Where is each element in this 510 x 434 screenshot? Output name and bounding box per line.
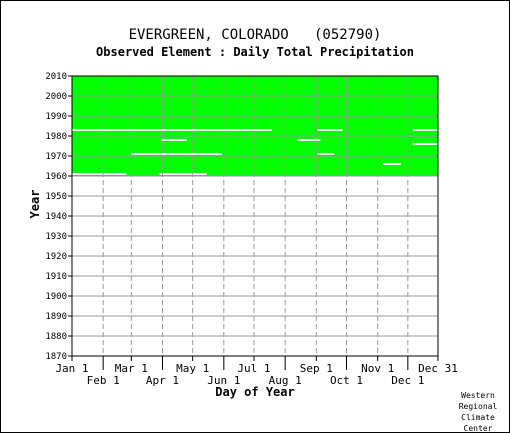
y-tick-label: 1920 [45,252,67,262]
chart-subtitle: Observed Element : Daily Total Precipita… [96,45,414,59]
y-tick-label: 2010 [45,72,67,82]
y-tick-label: 1970 [45,152,67,162]
x-tick-label: Jan 1 [55,362,88,375]
missing-segment [161,139,187,141]
y-tick-label: 1880 [45,332,67,342]
y-tick-label: 1950 [45,192,67,202]
missing-segment [159,173,207,175]
x-tick-label: Oct 1 [330,374,363,387]
x-tick-label: Mar 1 [115,362,148,375]
credit-line: Climate [461,413,495,422]
x-tick-label: Jun 1 [207,374,240,387]
y-tick-label: 1910 [45,272,67,282]
x-tick-label: Dec 31 [418,362,458,375]
x-tick-label: Nov 1 [361,362,394,375]
y-tick-label: 1890 [45,312,67,322]
x-tick-label: Dec 1 [391,374,424,387]
y-tick-label: 1940 [45,212,67,222]
y-tick-label: 1900 [45,292,67,302]
chart-title: EVERGREEN, COLORADO (052790) [128,27,382,43]
y-tick-label: 1870 [45,352,67,362]
missing-segment [412,129,438,131]
y-tick-label: 1980 [45,132,67,142]
x-axis-label: Day of Year [215,385,295,399]
x-tick-label: Aug 1 [269,374,302,387]
missing-segment [382,163,401,165]
missing-segment [72,173,127,175]
x-tick-label: Jul 1 [237,362,270,375]
credit-line: Western [461,391,495,400]
plot-border [71,75,439,357]
y-tick-label: 1930 [45,232,67,242]
x-tick-label: Apr 1 [146,374,179,387]
y-tick-label: 1990 [45,112,67,122]
missing-segment [131,153,222,155]
missing-segment [317,153,335,155]
missing-segment [72,129,273,131]
credit-line: Regional [458,402,498,411]
record-band [72,76,438,176]
y-tick-label: 2000 [45,92,67,102]
credit-text: Western Regional Climate Center [451,390,505,434]
y-tick-label: 1960 [45,172,67,182]
credit-line: Center [463,424,493,433]
missing-segment [317,129,343,131]
x-tick-label: Feb 1 [87,374,120,387]
missing-segment [412,143,438,145]
x-tick-label: Sep 1 [300,362,333,375]
x-tick-label: May 1 [176,362,209,375]
missing-segment [297,139,321,141]
